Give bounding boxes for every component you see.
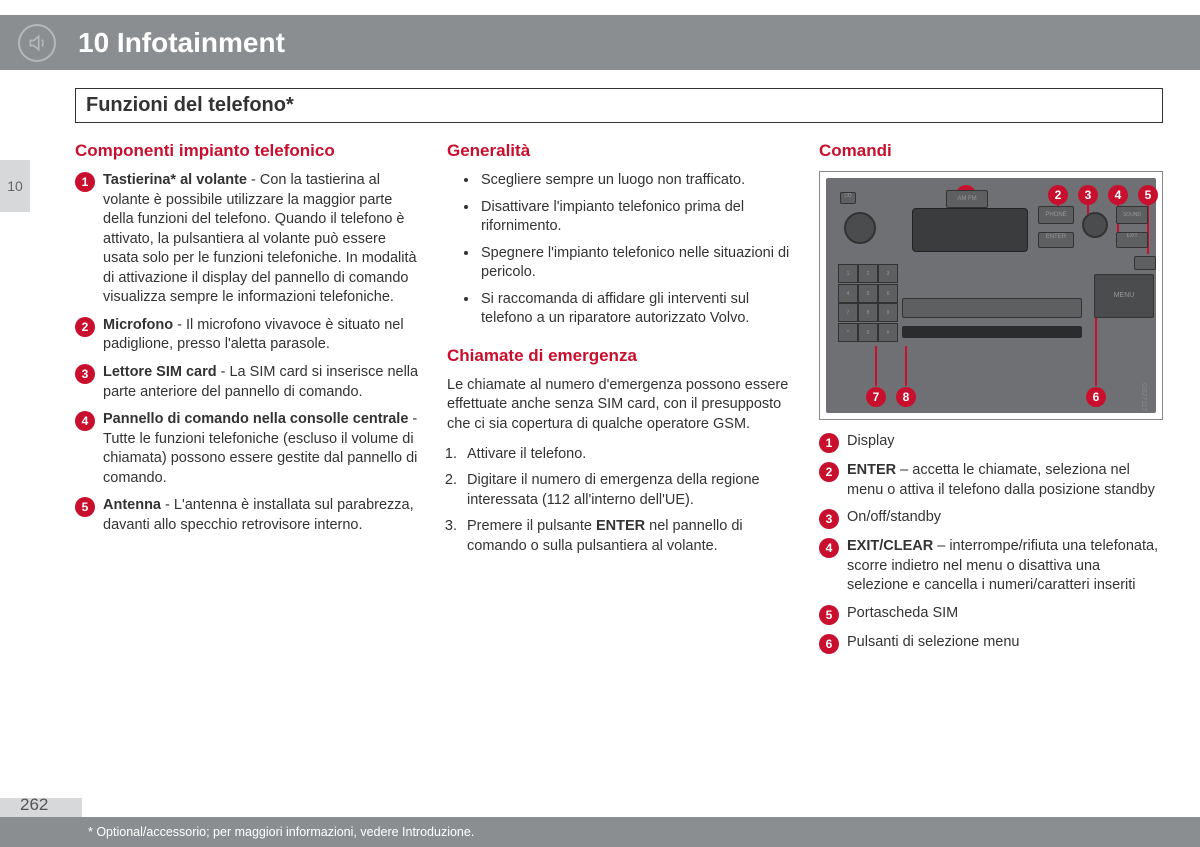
enter-button: ENTER [1038, 232, 1074, 248]
step-item: Digitare il numero di emergenza della re… [461, 471, 791, 510]
item-badge: 1 [75, 172, 95, 192]
numbered-item: 5 Portascheda SIM [819, 604, 1163, 625]
power-knob [844, 212, 876, 244]
button-strip [902, 298, 1082, 318]
item-text: Tastierina* al volante - Con la tastieri… [103, 171, 419, 308]
callout-3: 3 [1078, 185, 1098, 205]
bullet-item: Scegliere sempre un luogo non trafficato… [479, 171, 791, 191]
callout-7: 7 [866, 387, 886, 407]
item-badge: 5 [819, 605, 839, 625]
section-subtitle-bar: Funzioni del telefono* [75, 88, 1163, 123]
content-columns: Componenti impianto telefonico 1 Tastieri… [75, 140, 1163, 662]
side-tab: 10 [0, 160, 30, 212]
chapter-title: 10 Infotainment [78, 27, 285, 59]
phone-button: PHONE [1038, 206, 1074, 224]
amfm-button: AM FM [946, 190, 988, 208]
speaker-icon [18, 24, 56, 62]
numbered-item: 3 On/off/standby [819, 508, 1163, 529]
footer-note: * Optional/accessorio; per maggiori info… [88, 825, 474, 839]
column-2: Generalità Scegliere sempre un luogo non… [447, 140, 791, 662]
numbered-item: 6 Pulsanti di selezione menu [819, 633, 1163, 654]
radio-display [912, 208, 1028, 252]
callout-5: 5 [1138, 185, 1158, 205]
step-item: Attivare il telefono. [461, 445, 791, 465]
item-badge: 2 [819, 462, 839, 482]
bullet-item: Disattivare l'impianto telefonico prima … [479, 198, 791, 237]
item-text: Pulsanti di selezione menu [847, 633, 1163, 654]
item-text: Display [847, 432, 1163, 453]
callout-6: 6 [1086, 387, 1106, 407]
footer-bar: * Optional/accessorio; per maggiori info… [0, 817, 1200, 847]
item-text: Portascheda SIM [847, 604, 1163, 625]
item-badge: 3 [75, 364, 95, 384]
item-badge: 1 [819, 433, 839, 453]
header-bar: 10 Infotainment [0, 15, 1200, 70]
col2-heading2: Chiamate di emergenza [447, 345, 791, 368]
col2-heading1: Generalità [447, 140, 791, 163]
exit-button: EXIT [1116, 232, 1148, 248]
item-badge: 6 [819, 634, 839, 654]
generalita-list: Scegliere sempre un luogo non trafficato… [479, 171, 791, 329]
item-badge: 3 [819, 509, 839, 529]
bullet-item: Spegnere l'impianto telefonico nelle sit… [479, 244, 791, 283]
image-code: G027117 [1139, 383, 1148, 411]
numbered-item: 3 Lettore SIM card - La SIM card si inser… [75, 363, 419, 402]
radio-figure: 1 2 3 4 5 7 8 6 AM FM CD PHONE SOUND ENT… [819, 171, 1163, 420]
item-text: Pannello di comando nella consolle centr… [103, 410, 419, 488]
item-text: EXIT/CLEAR – interrompe/rifiuta una tele… [847, 537, 1163, 596]
item-text: On/off/standby [847, 508, 1163, 529]
numbered-item: 5 Antenna - L'antenna è installata sul pa… [75, 496, 419, 535]
menu-pad: MENU [1094, 274, 1154, 318]
item-badge: 5 [75, 497, 95, 517]
callout-2: 2 [1048, 185, 1068, 205]
sim-slot [1134, 256, 1156, 270]
callout-4: 4 [1108, 185, 1128, 205]
callout-8: 8 [896, 387, 916, 407]
step-item: Premere il pulsante ENTER nel pannello d… [461, 517, 791, 556]
item-text: Microfono - Il microfono vivavoce è situ… [103, 316, 419, 355]
column-3: Comandi 1 2 3 4 5 7 8 6 AM FM CD PHONE [819, 140, 1163, 662]
col3-heading: Comandi [819, 140, 1163, 163]
numbered-item: 4 EXIT/CLEAR – interrompe/rifiuta una tel… [819, 537, 1163, 596]
column-1: Componenti impianto telefonico 1 Tastieri… [75, 140, 419, 662]
sound-button: SOUND [1116, 206, 1148, 224]
item-text: Lettore SIM card - La SIM card si inseri… [103, 363, 419, 402]
item-badge: 4 [819, 538, 839, 558]
keypad: 123 456 789 *0# [838, 264, 898, 342]
bullet-item: Si raccomanda di affidare gli interventi… [479, 290, 791, 329]
item-text: Antenna - L'antenna è installata sul par… [103, 496, 419, 535]
cd-slot [902, 326, 1082, 338]
section-subtitle: Funzioni del telefono* [86, 94, 294, 116]
numbered-item: 1 Display [819, 432, 1163, 453]
item-badge: 4 [75, 411, 95, 431]
page-number: 262 [20, 795, 48, 815]
emergency-paragraph: Le chiamate al numero d'emergenza posson… [447, 376, 791, 435]
selector-knob [1082, 212, 1108, 238]
item-text: ENTER – accetta le chiamate, seleziona n… [847, 461, 1163, 500]
radio-panel: 1 2 3 4 5 7 8 6 AM FM CD PHONE SOUND ENT… [826, 178, 1156, 413]
cd-button: CD [840, 192, 856, 204]
numbered-item: 1 Tastierina* al volante - Con la tastier… [75, 171, 419, 308]
numbered-item: 2 ENTER – accetta le chiamate, seleziona … [819, 461, 1163, 500]
numbered-item: 2 Microfono - Il microfono vivavoce è sit… [75, 316, 419, 355]
numbered-item: 4 Pannello di comando nella consolle cent… [75, 410, 419, 488]
emergency-steps: Attivare il telefono. Digitare il numero … [461, 445, 791, 557]
col1-heading: Componenti impianto telefonico [75, 140, 419, 163]
item-badge: 2 [75, 317, 95, 337]
